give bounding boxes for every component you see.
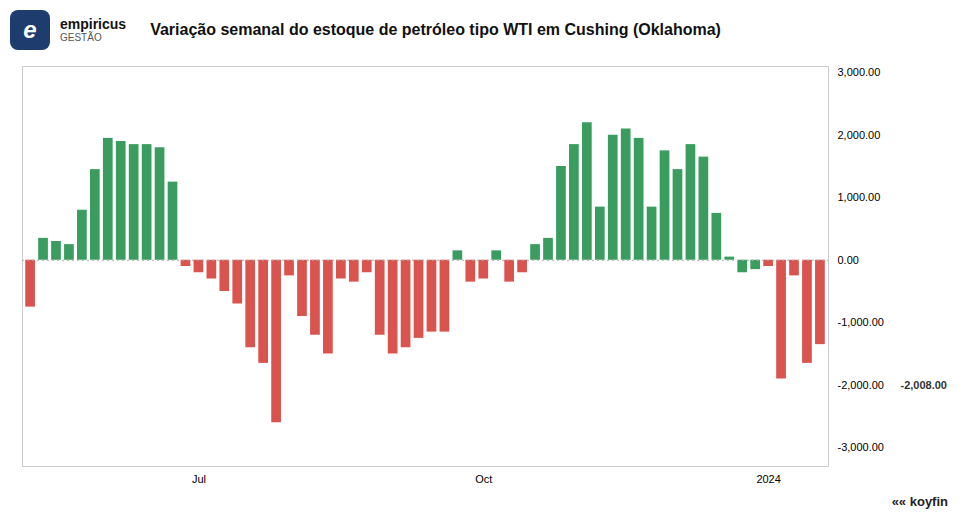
svg-text:Jul: Jul	[192, 473, 206, 485]
svg-text:3,000.00: 3,000.00	[838, 66, 881, 78]
svg-text:-2,000.00: -2,000.00	[838, 379, 884, 391]
svg-text:-1,000.00: -1,000.00	[838, 316, 884, 328]
svg-text:-3,000.00: -3,000.00	[838, 441, 884, 453]
html-text:Variação semanal do estoque de: Variação semanal do estoque de petróleo …	[150, 21, 721, 38]
html-text:GESTÃO: GESTÃO	[60, 32, 102, 44]
svg-text:-2,008.00: -2,008.00	[901, 379, 947, 391]
svg-text:2,000.00: 2,000.00	[838, 129, 881, 141]
html-text:«« koyfin: «« koyfin	[891, 494, 948, 509]
html-text:empiricus: empiricus	[60, 16, 127, 33]
html-text:e: e	[23, 16, 37, 43]
svg-text:0.00: 0.00	[838, 254, 859, 266]
svg-text:2024: 2024	[756, 473, 780, 485]
svg-text:1,000.00: 1,000.00	[838, 191, 881, 203]
svg-text:Oct: Oct	[475, 473, 492, 485]
